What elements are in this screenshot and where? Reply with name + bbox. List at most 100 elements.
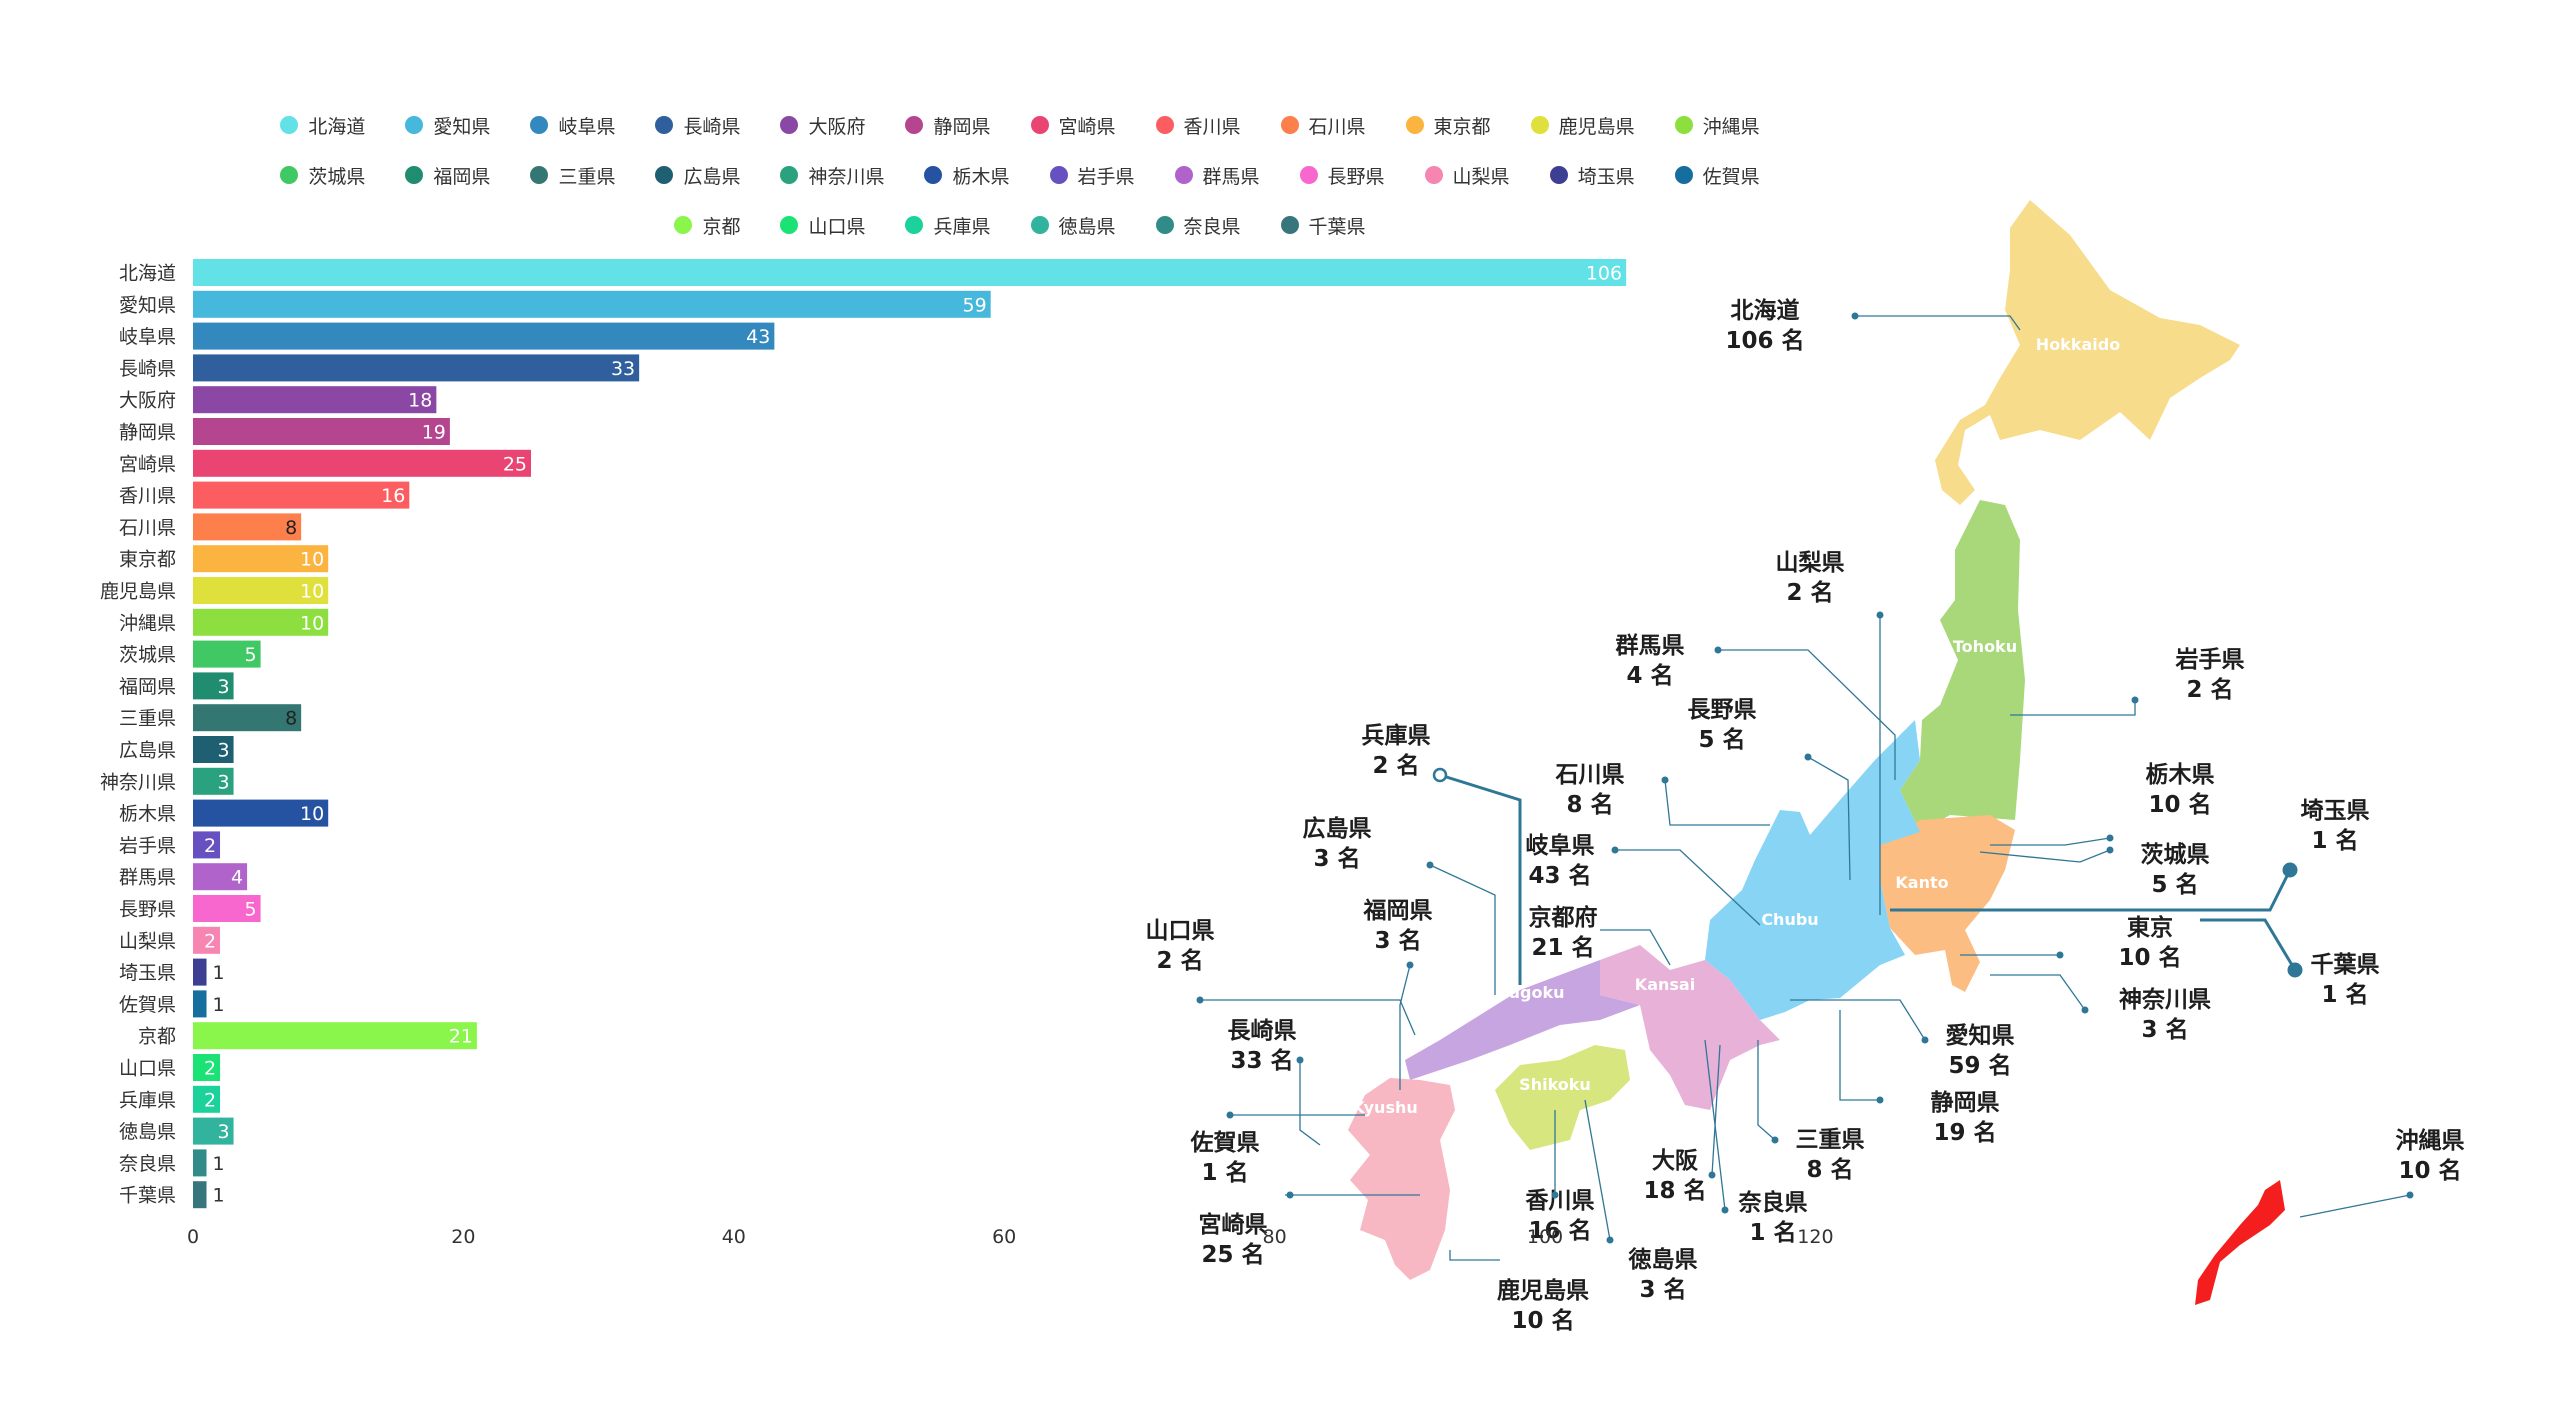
- value-label: 10: [300, 549, 324, 571]
- legend-label: 福岡県: [433, 165, 491, 188]
- bar[interactable]: [193, 322, 775, 350]
- x-tick-label: 120: [1797, 1226, 1833, 1248]
- bar[interactable]: [193, 831, 221, 859]
- bar[interactable]: [193, 449, 531, 477]
- legend-item[interactable]: 神奈川県: [780, 162, 884, 189]
- bar[interactable]: [193, 259, 1627, 286]
- bar[interactable]: [193, 672, 234, 700]
- legend-item[interactable]: 愛知県: [405, 112, 490, 139]
- legend-item[interactable]: 兵庫県: [905, 212, 991, 239]
- legend-label: 徳島県: [1058, 215, 1116, 238]
- bar[interactable]: [193, 386, 437, 414]
- bar[interactable]: [193, 481, 410, 509]
- bar[interactable]: [193, 608, 329, 636]
- bar[interactable]: [193, 545, 329, 573]
- bar[interactable]: [193, 418, 450, 445]
- bar[interactable]: [193, 1181, 207, 1209]
- callout-leader-line: [1979, 849, 2111, 863]
- legend-item[interactable]: 千葉県: [1280, 212, 1366, 239]
- legend-item[interactable]: 徳島県: [1030, 212, 1116, 239]
- callout-name: 福岡県: [1363, 898, 1433, 924]
- callout-count: 3 名: [1313, 845, 1360, 872]
- legend-item[interactable]: 広島県: [655, 162, 740, 189]
- bar[interactable]: [193, 704, 302, 732]
- legend-item[interactable]: 山口県: [780, 212, 865, 239]
- map-callout: 沖縄県 10 名: [2299, 1128, 2465, 1218]
- legend-item[interactable]: 鹿児島県: [1530, 112, 1635, 139]
- legend-item[interactable]: 沖縄県: [1674, 112, 1760, 139]
- map-callout: 大阪 18 名: [1643, 1044, 1721, 1204]
- legend-row: 北海道 愛知県 岐阜県 長崎県 大阪府 静岡県 宮崎県 香川県 石川県 東京都 鹿児島県 沖縄県: [240, 100, 1800, 150]
- legend-item[interactable]: 三重県: [530, 162, 615, 189]
- legend-item[interactable]: 石川県: [1280, 112, 1366, 139]
- value-label: 10: [300, 803, 324, 825]
- legend-item[interactable]: 静岡県: [905, 112, 991, 139]
- legend-item[interactable]: 山梨県: [1424, 162, 1510, 189]
- legend-label: 群馬県: [1202, 165, 1260, 188]
- bar[interactable]: [193, 640, 261, 668]
- callout-name: 鹿児島県: [1497, 1277, 1589, 1304]
- legend-item[interactable]: 福岡県: [405, 162, 490, 189]
- legend-item[interactable]: 栃木県: [924, 162, 1010, 189]
- bar[interactable]: [193, 1022, 477, 1050]
- legend-item[interactable]: 京都: [674, 212, 740, 239]
- legend-item[interactable]: 茨城県: [280, 162, 365, 189]
- legend-item[interactable]: 宮崎県: [1030, 112, 1116, 139]
- legend-swatch: [405, 116, 424, 134]
- legend-swatch: [1030, 116, 1049, 134]
- map-callout: 東京 10 名: [1960, 914, 2182, 971]
- bar[interactable]: [193, 1117, 234, 1145]
- legend-item[interactable]: 奈良県: [1155, 212, 1241, 239]
- bar[interactable]: [193, 767, 234, 795]
- bar[interactable]: [193, 577, 329, 604]
- region-label-shikoku: Shikoku: [1519, 1075, 1591, 1094]
- callout-count: 10 名: [2118, 944, 2181, 971]
- legend-item[interactable]: 岩手県: [1049, 162, 1135, 189]
- value-label: 59: [962, 294, 986, 316]
- bar[interactable]: [193, 895, 261, 922]
- legend-swatch: [1674, 166, 1693, 184]
- legend-label: 山梨県: [1452, 165, 1510, 188]
- category-label: 北海道: [119, 263, 176, 285]
- legend-swatch: [1424, 166, 1443, 184]
- bar[interactable]: [193, 958, 207, 986]
- legend-item[interactable]: 佐賀県: [1674, 162, 1760, 189]
- callout-marker: [1296, 1056, 1304, 1064]
- bar[interactable]: [193, 290, 991, 318]
- bar[interactable]: [193, 990, 207, 1018]
- bar[interactable]: [193, 513, 302, 541]
- legend-swatch: [1280, 116, 1299, 134]
- bar[interactable]: [193, 354, 640, 382]
- legend-item[interactable]: 長崎県: [655, 112, 740, 139]
- callout-name: 埼玉県: [2301, 798, 2370, 824]
- category-label: 岐阜県: [119, 326, 176, 348]
- callout-name: 沖縄県: [2396, 1128, 2465, 1154]
- bar[interactable]: [193, 799, 329, 827]
- callout-leader-line: [1664, 779, 1770, 826]
- chart-legend: 北海道 愛知県 岐阜県 長崎県 大阪府 静岡県 宮崎県 香川県 石川県 東京都 鹿児島県 沖縄県茨城県…: [240, 100, 1800, 250]
- legend-item[interactable]: 埼玉県: [1549, 162, 1635, 189]
- category-label: 静岡県: [119, 422, 176, 444]
- value-label: 2: [204, 1058, 216, 1080]
- legend-item[interactable]: 東京都: [1405, 112, 1491, 139]
- legend-item[interactable]: 香川県: [1155, 112, 1241, 139]
- bar[interactable]: [193, 736, 234, 763]
- bar[interactable]: [193, 926, 221, 954]
- legend-item[interactable]: 長野県: [1299, 162, 1385, 189]
- legend-swatch: [1030, 216, 1049, 234]
- legend-item[interactable]: 岐阜県: [530, 112, 615, 139]
- legend-item[interactable]: 大阪府: [780, 112, 865, 139]
- callout-count: 1 名: [1749, 1219, 1796, 1246]
- legend-swatch: [1299, 166, 1318, 184]
- bar[interactable]: [193, 1149, 207, 1177]
- legend-item[interactable]: 群馬県: [1174, 162, 1260, 189]
- callout-name: 山口県: [1146, 918, 1215, 944]
- bar[interactable]: [193, 1085, 221, 1113]
- callout-leader-line: [1615, 849, 1761, 926]
- bar[interactable]: [193, 863, 248, 891]
- category-label: 神奈川県: [100, 771, 176, 793]
- bar[interactable]: [193, 1054, 221, 1081]
- legend-item[interactable]: 北海道: [280, 112, 365, 139]
- callout-leader-line: [1711, 1044, 1721, 1176]
- value-label: 16: [381, 485, 405, 507]
